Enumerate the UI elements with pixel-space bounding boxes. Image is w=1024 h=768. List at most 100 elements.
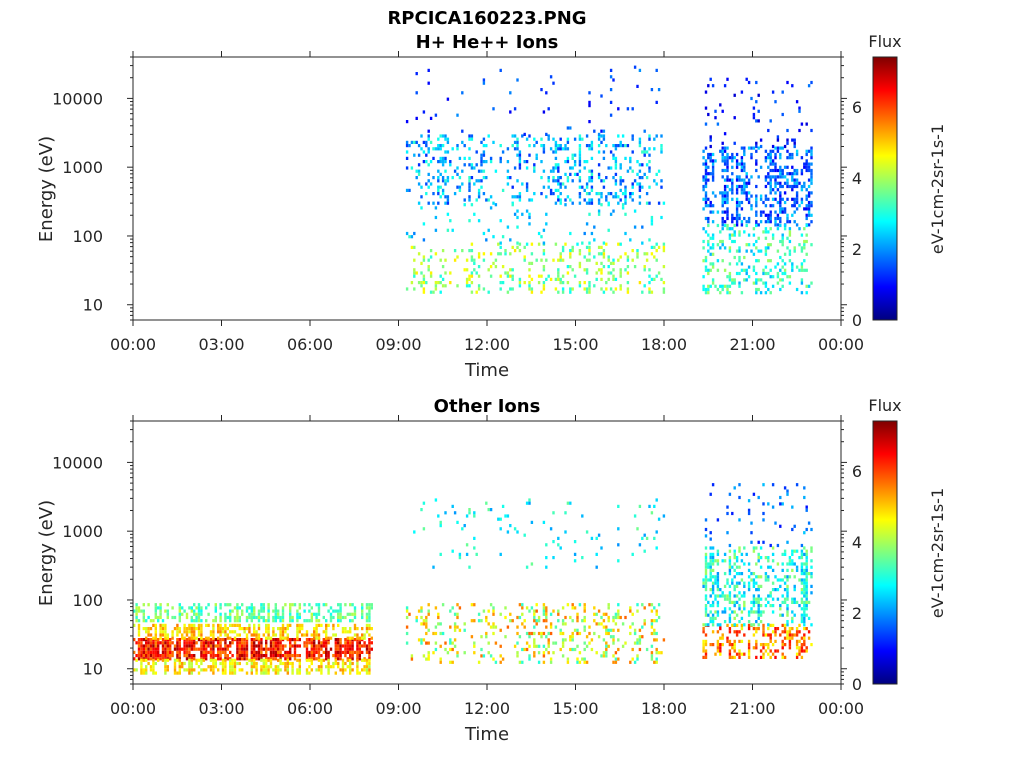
heatmap-cell <box>791 175 794 179</box>
heatmap-cell <box>325 665 328 669</box>
heatmap-cell <box>349 644 352 648</box>
heatmap-cell <box>588 120 591 124</box>
heatmap-cell <box>783 227 787 231</box>
heatmap-cell <box>702 184 705 189</box>
heatmap-cell <box>255 668 258 672</box>
heatmap-cell <box>655 609 658 613</box>
heatmap-cell <box>621 134 625 138</box>
heatmap-cell <box>320 654 323 658</box>
x-tick-label: 06:00 <box>287 699 333 718</box>
heatmap-cell <box>152 650 155 654</box>
heatmap-cell <box>339 650 342 654</box>
heatmap-cell <box>547 185 550 189</box>
heatmap-cell <box>334 661 337 666</box>
heatmap-cell <box>757 495 760 500</box>
heatmap-cell <box>351 647 354 651</box>
heatmap-cell <box>337 644 340 648</box>
heatmap-cell <box>759 197 763 201</box>
heatmap-cell <box>178 661 181 666</box>
heatmap-cell <box>786 613 789 617</box>
heatmap-cell <box>759 556 763 560</box>
heatmap-cell <box>585 635 589 639</box>
heatmap-cell <box>437 615 440 620</box>
heatmap-cell <box>480 179 483 183</box>
heatmap-cell <box>735 630 739 634</box>
heatmap-cell <box>181 606 184 610</box>
heatmap-cell <box>776 138 780 142</box>
heatmap-cell <box>786 236 789 240</box>
heatmap-cell <box>250 603 253 607</box>
heatmap-cell <box>795 549 799 553</box>
heatmap-cell <box>726 168 729 173</box>
heatmap-cell <box>795 168 799 173</box>
heatmap-cell <box>499 612 502 616</box>
heatmap-cell <box>157 644 160 648</box>
panel-title: Other Ions <box>434 396 541 417</box>
heatmap-cell <box>353 650 357 654</box>
heatmap-cell <box>344 661 347 666</box>
heatmap-cell <box>757 175 760 179</box>
heatmap-cell <box>533 609 536 613</box>
heatmap-cell <box>769 243 772 247</box>
heatmap-cell <box>506 169 510 173</box>
heatmap-cell <box>755 643 758 647</box>
heatmap-cell <box>602 255 606 259</box>
heatmap-cell <box>417 609 421 613</box>
heatmap-cell <box>303 603 306 607</box>
heatmap-cell <box>480 140 483 144</box>
heatmap-cell <box>265 654 268 658</box>
heatmap-cell <box>595 552 598 556</box>
heatmap-cell <box>238 641 241 645</box>
heatmap-cell <box>513 644 517 648</box>
heatmap-cell <box>245 609 249 613</box>
heatmap-cell <box>762 627 765 631</box>
heatmap-cell <box>178 644 181 648</box>
heatmap-cell <box>140 661 143 666</box>
heatmap-cell <box>767 565 770 569</box>
heatmap-cell <box>755 194 758 198</box>
heatmap-cell <box>219 623 222 627</box>
heatmap-cell <box>499 252 502 256</box>
heatmap-cell <box>767 172 770 176</box>
heatmap-cell <box>140 644 143 648</box>
heatmap-cell <box>707 223 710 228</box>
heatmap-cell <box>561 147 565 151</box>
heatmap-cell <box>716 643 720 647</box>
heatmap-cell <box>566 281 570 285</box>
heatmap-cell <box>135 615 138 620</box>
heatmap-cell <box>461 169 464 173</box>
heatmap-cell <box>733 230 736 234</box>
heatmap-cell <box>791 84 794 88</box>
heatmap-cell <box>441 176 445 180</box>
heatmap-cell <box>719 191 722 195</box>
heatmap-cell <box>731 227 734 231</box>
heatmap-cell <box>147 644 150 648</box>
heatmap-cell <box>485 619 488 623</box>
y-tick-label: 10000 <box>52 89 103 108</box>
heatmap-cell <box>624 188 627 192</box>
heatmap-cell <box>704 106 708 110</box>
heatmap-cell <box>764 194 768 198</box>
heatmap-cell <box>317 606 321 610</box>
heatmap-cell <box>648 166 651 170</box>
heatmap-cell <box>721 220 724 224</box>
heatmap-cell <box>351 603 354 607</box>
heatmap-cell <box>786 607 789 611</box>
heatmap-cell <box>161 619 165 623</box>
heatmap-cell <box>236 644 239 648</box>
heatmap-cell <box>607 192 610 196</box>
heatmap-cell <box>164 633 167 637</box>
heatmap-cell <box>807 178 811 182</box>
heatmap-cell <box>320 671 323 675</box>
heatmap-cell <box>327 665 330 669</box>
heatmap-cell <box>368 623 371 627</box>
heatmap-cell <box>449 163 452 167</box>
heatmap-cell <box>769 291 772 295</box>
heatmap-cell <box>788 227 792 231</box>
heatmap-cell <box>365 619 369 623</box>
heatmap-cell <box>576 612 579 616</box>
heatmap-cell <box>193 603 196 607</box>
heatmap-cell <box>743 581 746 585</box>
heatmap-cell <box>236 654 239 658</box>
heatmap-cell <box>533 163 536 167</box>
